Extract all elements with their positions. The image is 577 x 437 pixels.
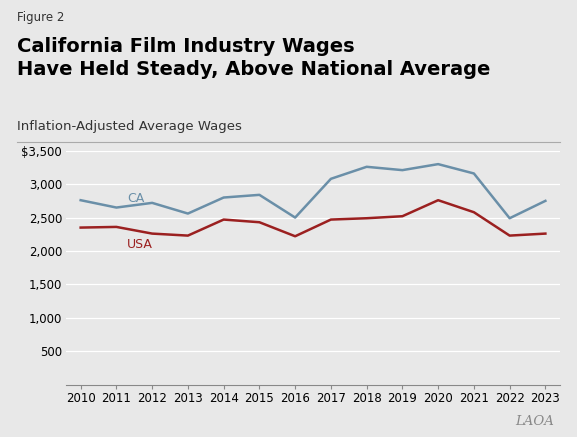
Text: Figure 2: Figure 2 bbox=[17, 11, 65, 24]
Text: LAOA: LAOA bbox=[515, 415, 554, 428]
Text: USA: USA bbox=[127, 238, 153, 250]
Text: Inflation-Adjusted Average Wages: Inflation-Adjusted Average Wages bbox=[17, 120, 242, 133]
Text: California Film Industry Wages
Have Held Steady, Above National Average: California Film Industry Wages Have Held… bbox=[17, 37, 490, 79]
Text: CA: CA bbox=[127, 192, 144, 205]
